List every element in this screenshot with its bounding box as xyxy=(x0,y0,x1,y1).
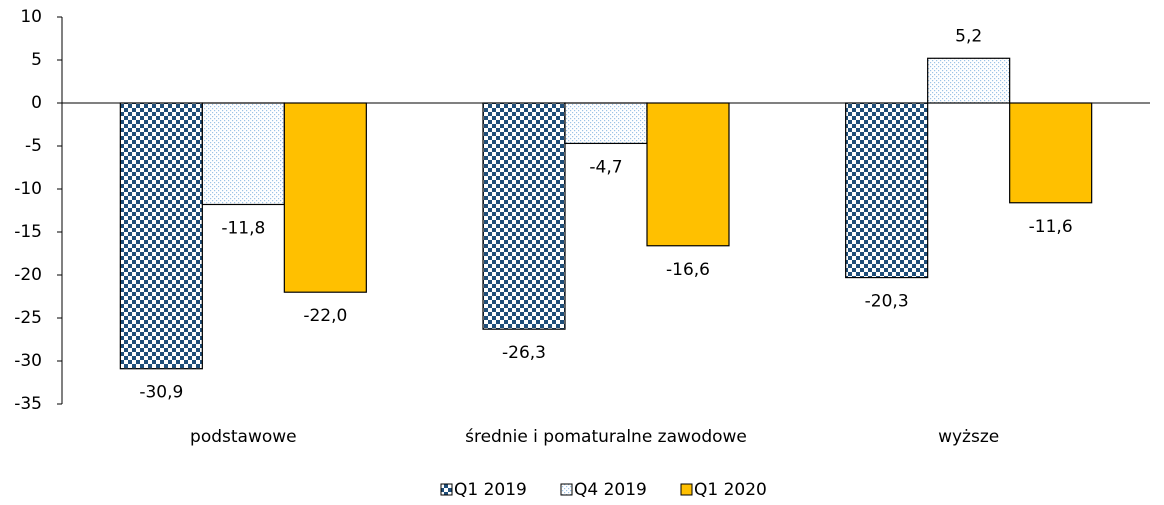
y-tick-label: 10 xyxy=(20,7,42,27)
y-tick-label: -30 xyxy=(14,351,42,371)
legend-label: Q1 2020 xyxy=(694,480,767,500)
x-tick-label: średnie i pomaturalne zawodowe xyxy=(465,427,747,447)
y-tick-label: 5 xyxy=(31,50,42,70)
bar xyxy=(564,102,648,145)
legend-label: Q4 2019 xyxy=(574,480,647,500)
bar xyxy=(119,102,203,370)
y-tick-label: -15 xyxy=(14,222,42,242)
value-label: -22,0 xyxy=(303,306,347,326)
legend-swatch xyxy=(440,483,453,496)
y-tick-label: 0 xyxy=(31,93,42,113)
value-label: -11,6 xyxy=(1029,217,1073,237)
legend-label: Q1 2019 xyxy=(454,480,527,500)
bar xyxy=(201,102,285,206)
legend-swatch xyxy=(680,483,693,496)
value-label: -30,9 xyxy=(139,383,183,403)
bar xyxy=(482,102,566,330)
bar xyxy=(927,57,1011,104)
y-tick-label: -20 xyxy=(14,265,42,285)
bar xyxy=(845,102,929,279)
value-label: -16,6 xyxy=(666,260,710,280)
x-tick-label: podstawowe xyxy=(190,427,297,447)
bar xyxy=(283,102,367,293)
y-tick-label: -35 xyxy=(14,394,42,414)
value-label: 5,2 xyxy=(955,26,982,46)
value-label: -4,7 xyxy=(589,157,622,177)
bar xyxy=(646,102,730,247)
legend-swatch xyxy=(560,483,573,496)
value-label: -20,3 xyxy=(865,292,909,312)
value-label: -26,3 xyxy=(502,343,546,363)
value-label: -11,8 xyxy=(221,218,265,238)
x-tick-label: wyższe xyxy=(938,427,999,447)
y-tick-label: -5 xyxy=(25,136,42,156)
bar xyxy=(1009,102,1093,204)
y-tick-label: -25 xyxy=(14,308,42,328)
y-tick-label: -10 xyxy=(14,179,42,199)
